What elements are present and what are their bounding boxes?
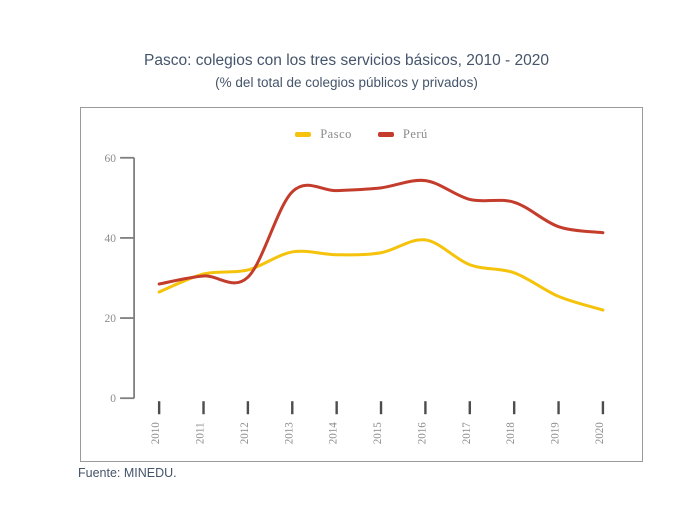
x-tick-label: 2018 [505,422,517,445]
legend-item-peru: Perú [377,127,428,142]
y-tick-label: 20 [105,313,117,325]
source-note: Fuente: MINEDU. [78,466,177,480]
y-tick-label: 60 [105,153,117,165]
chart-frame: 0 20 40 60 2010 2011 2012 2013 2014 2015 2016 2017 2… [80,107,643,462]
x-tick-label: 2015 [372,422,384,445]
x-tick-label: 2016 [416,422,428,445]
legend-swatch-pasco [295,132,312,137]
x-tick-label: 2012 [239,422,251,444]
y-tick-label: 0 [110,393,116,405]
chart-canvas: 0 20 40 60 2010 2011 2012 2013 2014 2015 2016 2017 2… [105,153,606,445]
series-line-pasco [157,238,605,312]
chart-title: Pasco: colegios con los tres servicios b… [144,52,549,69]
chart-subtitle: (% del total de colegios públicos y priv… [215,75,478,90]
y-tick-label: 40 [105,233,117,245]
legend-label-peru: Perú [402,127,428,141]
x-tick-label: 2019 [550,422,562,445]
x-tick-label: 2020 [594,422,606,444]
x-tick-label: 2010 [150,422,162,445]
legend-swatch-peru [377,132,394,137]
x-tick-label: 2014 [328,422,340,445]
legend-item-pasco: Pasco [295,127,352,142]
legend-label-pasco: Pasco [320,127,352,141]
x-tick-label: 2017 [461,422,473,445]
x-tick-label: 2013 [283,422,295,445]
series-line-peru [157,178,605,286]
chart-legend: Pasco Perú [81,127,642,142]
x-tick-label: 2011 [195,422,207,444]
